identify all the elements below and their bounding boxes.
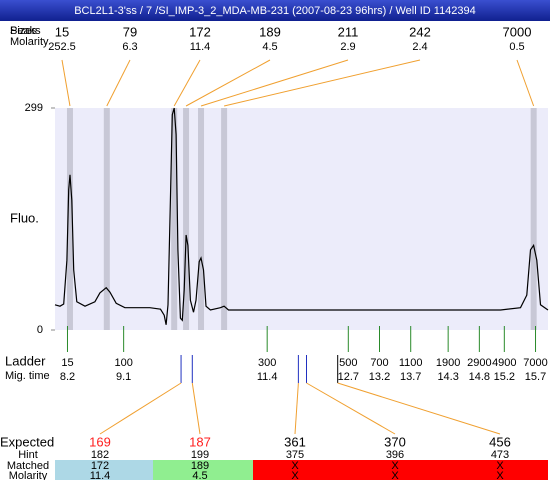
expected-expected: 169 — [89, 434, 111, 449]
peak-band — [221, 108, 228, 330]
plot-area — [55, 108, 548, 330]
ladder-size: 700 — [370, 357, 388, 369]
ladder-size: 300 — [258, 357, 276, 369]
peak-connector — [106, 59, 131, 107]
peak-band — [198, 108, 205, 330]
ladder-size: 7000 — [523, 357, 547, 369]
y-tick-label: 299 — [25, 102, 43, 114]
peak-band — [171, 108, 178, 330]
expected-matched: X — [391, 460, 399, 472]
ladder-time: 11.4 — [257, 371, 278, 383]
expected-connector — [306, 382, 396, 435]
ladder-time: 13.2 — [369, 371, 390, 383]
peak-connector — [185, 59, 271, 107]
ladder-size: 15 — [61, 357, 73, 369]
ladder-time: 12.7 — [338, 371, 359, 383]
expected-connector — [191, 382, 201, 435]
expected-connector — [337, 382, 501, 435]
peak-molarity: 2.9 — [340, 41, 355, 53]
expected-row-label: Expected — [0, 434, 54, 449]
match-cell — [55, 460, 153, 480]
peak-molarity: 0.5 — [509, 41, 524, 53]
expected-connector — [99, 382, 182, 435]
ladder-size: 4900 — [492, 357, 516, 369]
expected-expected: 456 — [489, 434, 511, 449]
title-bar — [0, 0, 550, 21]
peak-size: 172 — [189, 24, 211, 39]
y-axis-label: Fluo. — [10, 210, 39, 225]
y-tick-label: 0 — [37, 324, 43, 336]
ladder-time: 8.2 — [60, 371, 75, 383]
match-cell — [345, 460, 448, 480]
ladder-size: 500 — [339, 357, 357, 369]
expected-molarity: 11.4 — [90, 470, 111, 480]
peak-band — [103, 108, 110, 330]
peak-row-label: Sizes — [10, 25, 37, 37]
ladder-size: 1100 — [399, 357, 423, 369]
expected-row-label: Hint — [18, 449, 38, 461]
peak-size: 7000 — [503, 24, 532, 39]
expected-matched: X — [291, 460, 299, 472]
ladder-size: 100 — [114, 357, 132, 369]
peak-connector — [173, 59, 201, 107]
peak-molarity: 11.4 — [190, 41, 211, 53]
peak-band — [66, 108, 73, 330]
ladder-size: 2900 — [467, 357, 491, 369]
peak-band — [183, 108, 190, 330]
ladder-time: 13.7 — [400, 371, 421, 383]
expected-molarity: 4.5 — [192, 470, 207, 480]
peak-connector — [516, 59, 535, 107]
peak-molarity: 6.3 — [122, 41, 137, 53]
expected-molarity: X — [496, 470, 504, 480]
peak-size: 79 — [123, 24, 137, 39]
expected-matched: X — [496, 460, 504, 472]
peak-molarity: 252.5 — [48, 41, 76, 53]
expected-expected: 361 — [284, 434, 306, 449]
title: BCL2L1-3'ss / 7 /SI_IMP-3_2_MDA-MB-231 (… — [74, 5, 476, 17]
peak-size: 211 — [338, 24, 359, 39]
peak-molarity: 4.5 — [262, 41, 277, 53]
ladder-label: Ladder — [5, 353, 46, 368]
ladder-time: 14.3 — [437, 371, 458, 383]
match-cell — [253, 460, 345, 480]
expected-row-label: Molarity — [9, 470, 48, 480]
ladder-time: 15.2 — [494, 371, 515, 383]
peak-connector — [61, 59, 71, 107]
expected-expected: 370 — [384, 434, 406, 449]
peak-size: 189 — [259, 24, 281, 39]
expected-hint: 375 — [286, 449, 304, 461]
expected-molarity: X — [391, 470, 399, 480]
trace — [54, 107, 549, 325]
peak-band — [530, 108, 537, 330]
peak-row-label: Peaks — [10, 25, 41, 37]
mig-time-label: Mig. time — [5, 370, 50, 382]
peak-connector — [224, 59, 421, 107]
peak-molarity: 2.4 — [412, 41, 427, 53]
expected-expected: 187 — [189, 434, 211, 449]
peak-size: 242 — [409, 24, 431, 39]
expected-connector — [294, 382, 299, 435]
ladder-time: 15.7 — [525, 371, 546, 383]
expected-row-label: Matched — [7, 460, 49, 472]
molarity-row-label: Molarity — [10, 36, 49, 48]
expected-matched: 172 — [91, 460, 109, 472]
ladder-time: 14.8 — [469, 371, 490, 383]
expected-hint: 473 — [491, 449, 509, 461]
expected-hint: 199 — [191, 449, 209, 461]
ladder-size: 1900 — [436, 357, 460, 369]
expected-hint: 182 — [91, 449, 109, 461]
expected-matched: 189 — [191, 460, 209, 472]
peak-connector — [200, 59, 349, 107]
expected-hint: 396 — [386, 449, 404, 461]
match-cell — [448, 460, 548, 480]
match-cell — [153, 460, 253, 480]
ladder-time: 9.1 — [116, 371, 131, 383]
expected-molarity: X — [291, 470, 299, 480]
peak-size: 15 — [55, 24, 69, 39]
